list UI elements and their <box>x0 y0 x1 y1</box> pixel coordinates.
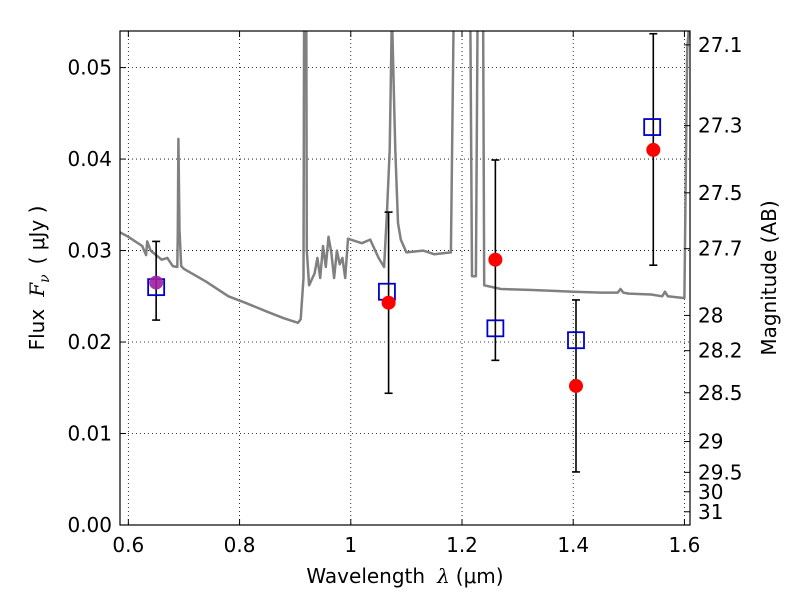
model-flux-square <box>643 118 662 136</box>
y-tick-label: 0.05 <box>67 56 112 80</box>
y2-tick-label: 27.5 <box>698 181 743 205</box>
observed-flux-point <box>646 142 661 157</box>
y2-tick-label: 27.1 <box>698 33 743 57</box>
model-flux-square <box>486 319 505 338</box>
x-tick-label: 0.6 <box>112 533 144 557</box>
y-tick-label: 0.00 <box>67 513 112 537</box>
y2-tick-label: 28.5 <box>698 381 743 405</box>
observed-flux-point <box>149 275 164 290</box>
y2-tick-label: 27.7 <box>698 237 743 261</box>
observed-flux-point <box>488 252 503 267</box>
y2-tick-label: 28.2 <box>698 339 743 363</box>
x-axis-label: Wavelength λ (μm) <box>306 564 503 588</box>
y-axis-label: FluxFν( μJy ) <box>25 206 53 351</box>
x-tick-label: 1.6 <box>669 533 701 557</box>
y-tick-label: 0.02 <box>67 330 112 354</box>
y-tick-label: 0.03 <box>67 239 112 263</box>
x-tick-label: 1.4 <box>557 533 589 557</box>
y2-tick-label: 27.3 <box>698 114 743 138</box>
y2-tick-label: 29.5 <box>698 460 743 484</box>
y2-axis-label: Magnitude (AB) <box>757 200 781 355</box>
observed-flux-point <box>569 378 583 393</box>
y2-tick-label: 31 <box>698 500 723 524</box>
sed-model-line <box>120 31 690 325</box>
y2-tick-label: 29 <box>698 430 723 454</box>
y-tick-label: 0.01 <box>67 422 112 446</box>
x-tick-label: 1.2 <box>446 533 478 557</box>
y-tick-label: 0.04 <box>67 147 112 171</box>
x-tick-label: 1 <box>344 533 357 557</box>
model-flux-square <box>567 331 585 350</box>
data-layer <box>120 31 690 473</box>
y2-tick-label: 28 <box>698 303 723 327</box>
plot-background <box>120 31 690 525</box>
plot-frame <box>119 30 691 526</box>
ticks: 0.6 0.8 1 1.2 1.4 1.6 0.00 0.01 0.02 0.03 0.04 0.05… <box>67 31 743 557</box>
x-tick-label: 0.8 <box>224 533 256 557</box>
y2-tick-label: 30 <box>698 480 723 504</box>
observed-flux-point <box>381 295 396 310</box>
